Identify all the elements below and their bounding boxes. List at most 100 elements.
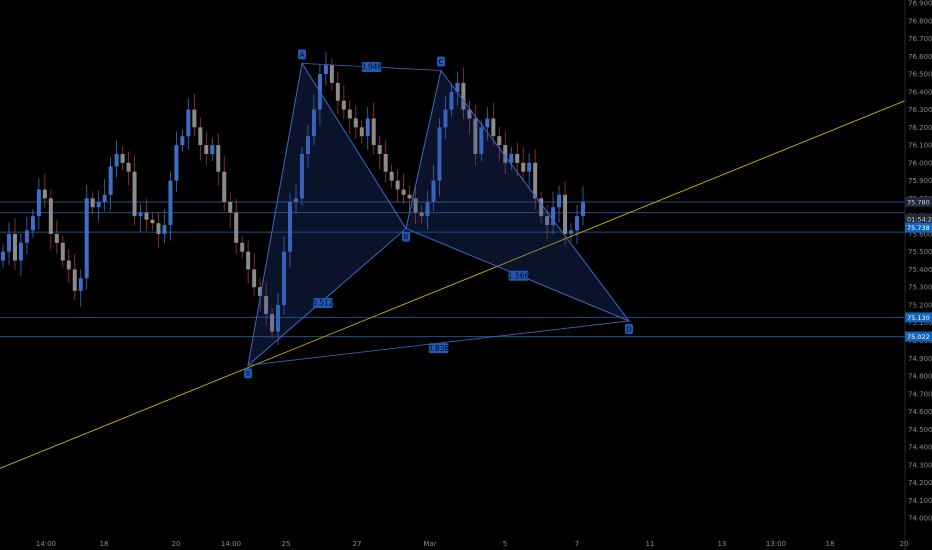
y-tick-label: 74.900 — [908, 355, 932, 363]
candle-body — [539, 198, 544, 217]
y-tick-label: 76.400 — [908, 88, 932, 96]
point-label: X — [246, 370, 251, 378]
ratio-label: 0.838 — [428, 344, 450, 353]
candle-body — [383, 153, 388, 172]
point-badge — [244, 368, 252, 379]
candle-body — [12, 233, 17, 261]
candle-body — [90, 198, 95, 208]
candle-body — [66, 260, 71, 270]
candle-body — [186, 109, 191, 137]
price-tag — [905, 312, 932, 323]
candle-body — [30, 216, 35, 231]
candle-body — [282, 251, 287, 305]
y-tick-label: 76.700 — [908, 35, 932, 43]
ratio-label: 1.566 — [508, 271, 530, 280]
candle-body — [467, 109, 472, 119]
y-tick-label: 76.500 — [908, 71, 932, 79]
candle-body — [246, 251, 251, 270]
ratio-badge — [428, 343, 449, 354]
candle-body — [192, 109, 197, 128]
candle-body — [527, 162, 532, 172]
candle-body — [240, 242, 245, 252]
candle-body — [329, 65, 334, 83]
candle-body — [60, 242, 65, 261]
y-tick-label: 76.200 — [908, 124, 932, 132]
y-tick-label: 75.900 — [908, 177, 932, 185]
point-badge — [437, 56, 445, 67]
candle-body — [126, 162, 131, 172]
candle-body — [1, 251, 5, 261]
candle-body — [509, 153, 514, 163]
y-tick-label: 76.300 — [908, 106, 932, 114]
candle-body — [204, 145, 209, 154]
candle-body — [216, 145, 221, 172]
pattern-triangle-xab — [247, 62, 407, 367]
candle-body — [264, 296, 269, 314]
harmonic-pattern: 0.512 0.948 1.566 0.838 X A B C D — [244, 49, 633, 379]
candle-body — [293, 198, 298, 202]
candle-body — [437, 127, 442, 181]
candle-body — [78, 278, 83, 291]
candle-body — [120, 153, 125, 163]
y-tick-label: 74.600 — [908, 408, 932, 416]
candle-body — [557, 194, 562, 208]
candle-body — [6, 233, 11, 252]
price-tag — [905, 331, 932, 342]
candle-body — [222, 171, 227, 202]
candle-body — [377, 145, 382, 154]
y-tick-label: 75.300 — [908, 284, 932, 292]
candle-body — [168, 180, 173, 226]
candle-body — [521, 162, 526, 172]
y-tick-label: 76.100 — [908, 142, 932, 150]
candle-body — [54, 233, 59, 243]
price-tag — [905, 213, 932, 224]
candle-body — [515, 153, 520, 163]
point-label: C — [439, 58, 444, 66]
y-tick-label: 74.000 — [908, 515, 932, 523]
y-tick-label: 74.100 — [908, 497, 932, 505]
candle-body — [180, 136, 185, 146]
candle-body — [551, 207, 556, 226]
point-badge — [298, 49, 306, 60]
candle-body — [108, 166, 113, 195]
candle-body — [198, 127, 203, 146]
candle-body — [96, 201, 101, 208]
candle-body — [461, 82, 466, 110]
y-tick-label: 75.600 — [908, 230, 932, 238]
y-tick-label: 75.200 — [908, 301, 932, 309]
candle-body — [144, 212, 149, 220]
candle-body — [425, 201, 430, 217]
candle-body — [299, 153, 304, 199]
candle-body — [563, 194, 568, 234]
candle-body — [252, 269, 257, 288]
candle-body — [114, 153, 119, 167]
x-tick-label: 14:00 — [36, 540, 56, 548]
candle-body — [335, 82, 340, 101]
candle-body — [132, 171, 137, 217]
candle-body — [491, 118, 496, 137]
candle-body — [443, 109, 448, 128]
y-tick-label: 74.800 — [908, 373, 932, 381]
candle-body — [228, 201, 233, 213]
candle-body — [18, 242, 23, 261]
candle-body — [359, 127, 364, 137]
point-badge — [402, 231, 410, 242]
candle-body — [72, 269, 77, 291]
candle-body — [156, 223, 161, 234]
candle-body — [413, 198, 418, 213]
x-tick-label: 14:00 — [221, 540, 241, 548]
candle-body — [138, 212, 143, 217]
candle-body — [431, 180, 436, 202]
price-tag-label: 75.130 — [907, 314, 930, 322]
x-tick-label: 18 — [826, 540, 835, 548]
point-label: A — [300, 51, 305, 59]
ratio-badge — [508, 270, 529, 281]
candle-body — [389, 171, 394, 181]
point-label: D — [626, 325, 631, 333]
y-tick-label: 76.900 — [908, 0, 932, 8]
candle-body — [305, 136, 310, 154]
y-tick-label: 76.600 — [908, 53, 932, 61]
candle-body — [503, 145, 508, 163]
candle-body — [407, 194, 412, 199]
